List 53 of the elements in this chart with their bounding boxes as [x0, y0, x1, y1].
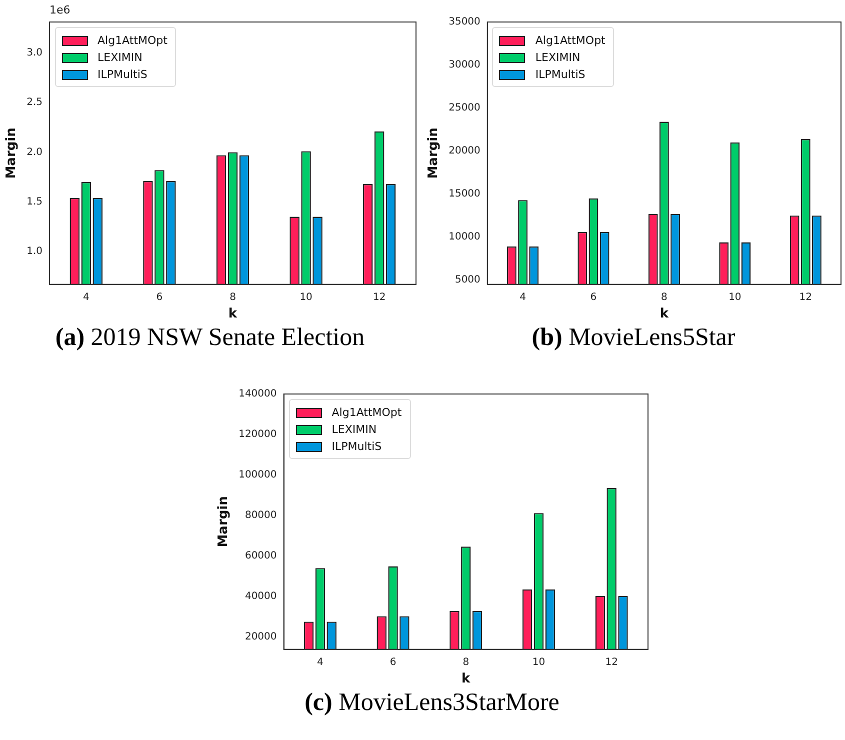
y-tick-label: 10000	[448, 232, 480, 243]
x-tick-label: 10	[300, 292, 312, 303]
x-tick-label: 12	[799, 292, 812, 303]
y-tick-label: 120000	[238, 429, 277, 440]
y-axis-title: Margin	[216, 496, 232, 548]
x-tick-label: 10	[532, 656, 546, 668]
x-tick-label: 8	[230, 292, 236, 303]
x-tick-label: 8	[462, 656, 470, 668]
x-tick-label: 6	[590, 292, 597, 303]
y-tick-label: 80000	[244, 510, 277, 521]
x-tick-label: 4	[317, 656, 324, 668]
y-tick-label: 100000	[238, 469, 277, 480]
text: 1e6	[50, 3, 70, 16]
x-tick-label: 6	[390, 656, 396, 668]
y-tick-label: 40000	[244, 590, 277, 602]
x-axis-title: k	[660, 306, 669, 322]
legend-label: LEXIMIN	[535, 51, 580, 64]
x-tick-label: 10	[728, 292, 742, 303]
x-tick-label: 4	[520, 292, 526, 303]
y-axis-title: Margin	[4, 128, 20, 179]
y-tick-label: 20000	[244, 631, 277, 642]
legend-label: Alg1AttMOpt	[535, 34, 606, 47]
legend-label: Alg1AttMOpt	[98, 34, 168, 47]
y-tick-label: 3.0	[26, 47, 43, 58]
text: (a) 2019 NSW Senate Election	[55, 324, 365, 351]
legend-label: ILPMultiS	[332, 440, 382, 453]
y-tick-label: 30000	[448, 60, 480, 71]
y-tick-label: 1.5	[26, 196, 43, 208]
legend-label: LEXIMIN	[98, 51, 142, 64]
y-tick-label: 15000	[448, 188, 480, 200]
x-tick-label: 12	[372, 292, 386, 303]
legend-label: ILPMultiS	[98, 68, 148, 81]
y-tick-label: 140000	[238, 388, 277, 400]
y-tick-label: 35000	[448, 16, 480, 28]
y-tick-label: 5000	[454, 274, 480, 286]
x-tick-label: 4	[82, 292, 90, 303]
legend-label: LEXIMIN	[332, 423, 377, 436]
y-tick-label: 2.5	[26, 97, 43, 108]
y-axis-title: Margin	[426, 128, 442, 179]
text: (b) MovieLens5Star	[532, 324, 736, 351]
x-axis-title: k	[228, 306, 238, 322]
x-tick-label: 6	[156, 292, 163, 303]
y-tick-label: 2.0	[26, 146, 43, 158]
x-tick-label: 8	[661, 292, 668, 303]
y-tick-label: 20000	[448, 146, 480, 157]
x-axis-title: k	[462, 672, 471, 687]
y-tick-label: 25000	[448, 102, 480, 114]
text: (c) MovieLens3StarMore	[304, 689, 560, 716]
y-tick-label: 1.0	[26, 246, 43, 258]
x-tick-label: 12	[605, 656, 618, 668]
legend-label: Alg1AttMOpt	[332, 406, 402, 419]
legend-label: ILPMultiS	[535, 68, 586, 81]
y-tick-label: 60000	[244, 550, 277, 562]
